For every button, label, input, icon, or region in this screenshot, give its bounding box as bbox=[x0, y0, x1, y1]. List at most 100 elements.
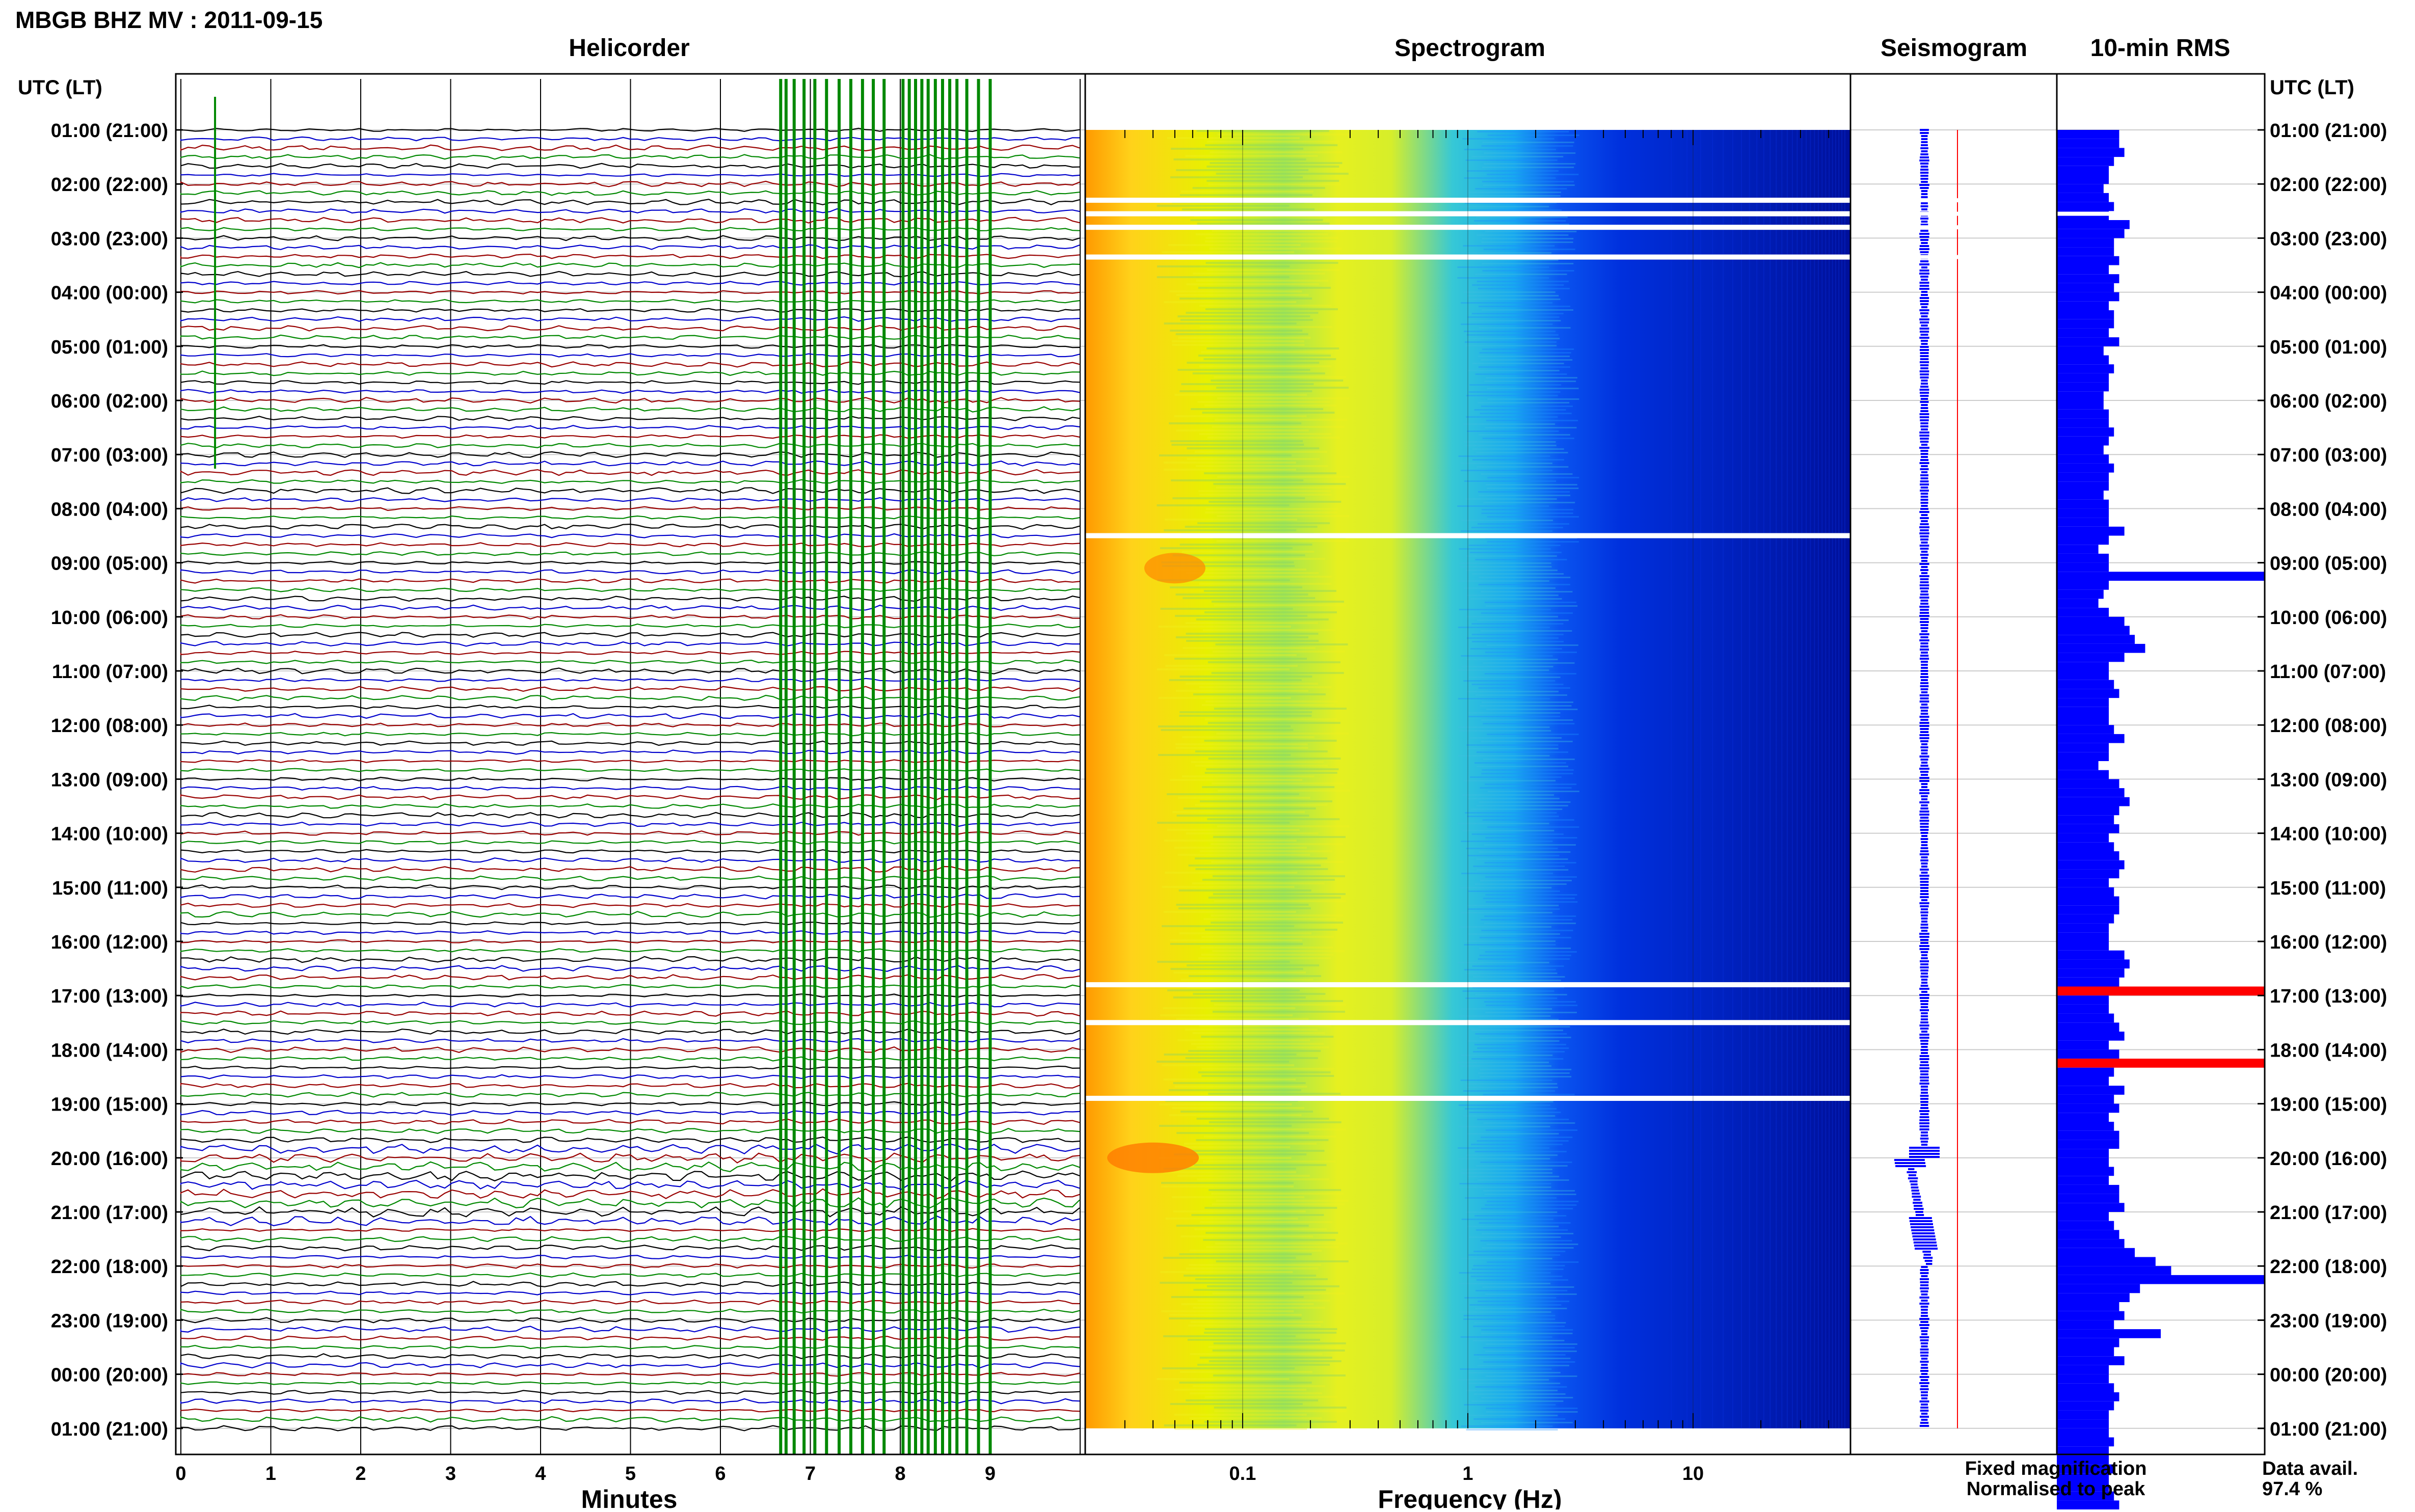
spectrogram-streak bbox=[1207, 269, 1340, 271]
spectrogram-streak bbox=[1197, 522, 1330, 524]
spectrogram-streak bbox=[1162, 1064, 1295, 1066]
spectrogram-streak bbox=[1457, 962, 1549, 963]
spectrogram-streak bbox=[1182, 736, 1315, 738]
spectrogram-streak bbox=[1468, 908, 1560, 910]
spectrogram-streak bbox=[1190, 1392, 1323, 1394]
spectrogram-streak bbox=[1174, 394, 1307, 396]
rms-bar bbox=[2057, 319, 2114, 329]
spectrogram-streak bbox=[1461, 470, 1553, 471]
spectrogram-streak bbox=[1467, 316, 1560, 318]
spectrogram-streak bbox=[1466, 1429, 1558, 1430]
spectrogram-streak bbox=[1481, 741, 1573, 742]
y-tick-label-right: 22:00 (18:00) bbox=[2270, 1256, 2387, 1278]
rms-bar bbox=[2057, 1113, 2109, 1122]
spectrogram-streak bbox=[1486, 709, 1578, 710]
spectrogram-streak bbox=[1481, 701, 1573, 703]
spectrogram-streak bbox=[1475, 217, 1568, 218]
spectrogram-streak bbox=[1171, 479, 1304, 481]
spectrogram-streak bbox=[1472, 459, 1564, 461]
spectrogram-streak bbox=[1477, 1140, 1569, 1142]
spectrogram-streak bbox=[1457, 206, 1549, 207]
spectrogram-streak bbox=[1459, 1311, 1551, 1313]
spectrogram-streak bbox=[1468, 299, 1561, 300]
rms-bar bbox=[2057, 535, 2109, 545]
rms-bar bbox=[2057, 1149, 2109, 1158]
rms-bar bbox=[2057, 1383, 2114, 1392]
rms-bar bbox=[2057, 463, 2114, 473]
rms-bar bbox=[2057, 959, 2130, 969]
spectrogram-streak bbox=[1487, 398, 1579, 400]
spectrogram-streak bbox=[1205, 262, 1338, 264]
spectrogram-streak bbox=[1192, 558, 1325, 560]
helicorder-x-tick-label: 8 bbox=[895, 1463, 905, 1484]
spectrogram-streak bbox=[1463, 1318, 1555, 1320]
spectrogram-streak bbox=[1214, 708, 1347, 710]
spectrogram-streak bbox=[1167, 989, 1300, 991]
spectrogram-streak bbox=[1487, 734, 1579, 735]
spectrogram-streak bbox=[1460, 912, 1552, 913]
spectrogram-streak bbox=[1487, 174, 1579, 175]
rms-bar bbox=[2057, 1067, 2114, 1077]
helicorder-gap-bar bbox=[882, 79, 886, 1454]
rms-bar bbox=[2057, 662, 2109, 671]
spectrogram-streak bbox=[1475, 559, 1567, 560]
spectrogram-streak bbox=[1201, 936, 1334, 938]
spectrogram-streak bbox=[1481, 1397, 1573, 1398]
spectrogram-streak bbox=[1466, 570, 1558, 571]
spectrogram-streak bbox=[1465, 1083, 1558, 1085]
spectrogram-streak bbox=[1216, 487, 1349, 489]
spectrogram-streak bbox=[1207, 818, 1340, 820]
rms-bar bbox=[2057, 193, 2109, 202]
spectrogram-streak bbox=[1458, 627, 1550, 628]
spectrogram-streak bbox=[1210, 151, 1343, 153]
spectrogram-streak bbox=[1204, 1328, 1337, 1330]
spectrogram-streak bbox=[1465, 1211, 1558, 1213]
spectrogram-streak bbox=[1197, 1364, 1330, 1366]
spectrogram-streak bbox=[1481, 719, 1573, 721]
spectrogram-streak bbox=[1217, 825, 1350, 827]
y-tick-label-left: 14:00 (10:00) bbox=[51, 824, 168, 845]
spectrogram-streak bbox=[1481, 773, 1573, 774]
rms-bar bbox=[2057, 995, 2109, 1005]
spectrogram-streak bbox=[1459, 730, 1551, 732]
spectrogram-streak bbox=[1199, 305, 1332, 307]
y-tick-label-left: 00:00 (20:00) bbox=[51, 1365, 168, 1386]
rms-bar bbox=[2057, 878, 2109, 887]
spectrogram-streak bbox=[1164, 469, 1297, 471]
y-tick-label-right: 03:00 (23:00) bbox=[2270, 228, 2387, 250]
helicorder-gap-bar bbox=[813, 79, 817, 1454]
spectrogram-streak bbox=[1467, 691, 1559, 692]
rms-bar bbox=[2057, 139, 2119, 148]
spectrogram-streak bbox=[1487, 134, 1579, 136]
spectrogram-streak bbox=[1467, 1176, 1560, 1177]
spectrogram-streak bbox=[1169, 679, 1302, 681]
spectrogram-streak bbox=[1467, 816, 1559, 817]
spectrogram-streak bbox=[1196, 280, 1329, 282]
rms-bar bbox=[2057, 887, 2114, 897]
spectrogram-streak bbox=[1169, 586, 1302, 588]
y-tick-label-right: 19:00 (15:00) bbox=[2270, 1094, 2387, 1116]
spectrogram-streak bbox=[1478, 958, 1570, 960]
spectrogram-title: Spectrogram bbox=[1394, 35, 1545, 62]
spectrogram-streak bbox=[1205, 508, 1338, 510]
spectrogram-streak bbox=[1175, 636, 1308, 638]
spectrogram-streak bbox=[1212, 230, 1345, 232]
rms-bar bbox=[2057, 1257, 2156, 1266]
spectrogram-streak bbox=[1478, 1026, 1570, 1028]
spectrogram-streak bbox=[1198, 355, 1331, 357]
rms-bar bbox=[2057, 743, 2109, 752]
spectrogram-streak bbox=[1484, 381, 1576, 382]
spectrogram-streak bbox=[1471, 1400, 1564, 1402]
spectrogram-streak bbox=[1161, 729, 1294, 731]
rms-bar bbox=[2057, 1401, 2114, 1411]
spectrogram-streak bbox=[1465, 555, 1557, 557]
y-tick-label-right: 00:00 (20:00) bbox=[2270, 1365, 2387, 1386]
spectrogram-streak bbox=[1172, 1196, 1305, 1198]
rms-bar bbox=[2057, 1167, 2114, 1176]
seismogram-frame bbox=[1849, 73, 2058, 1455]
spectrogram-streak bbox=[1195, 765, 1328, 767]
rms-bar bbox=[2057, 256, 2119, 265]
spectrogram-streak bbox=[1197, 401, 1330, 403]
spectrogram-streak bbox=[1211, 380, 1344, 382]
spectrogram-streak bbox=[1468, 933, 1561, 935]
